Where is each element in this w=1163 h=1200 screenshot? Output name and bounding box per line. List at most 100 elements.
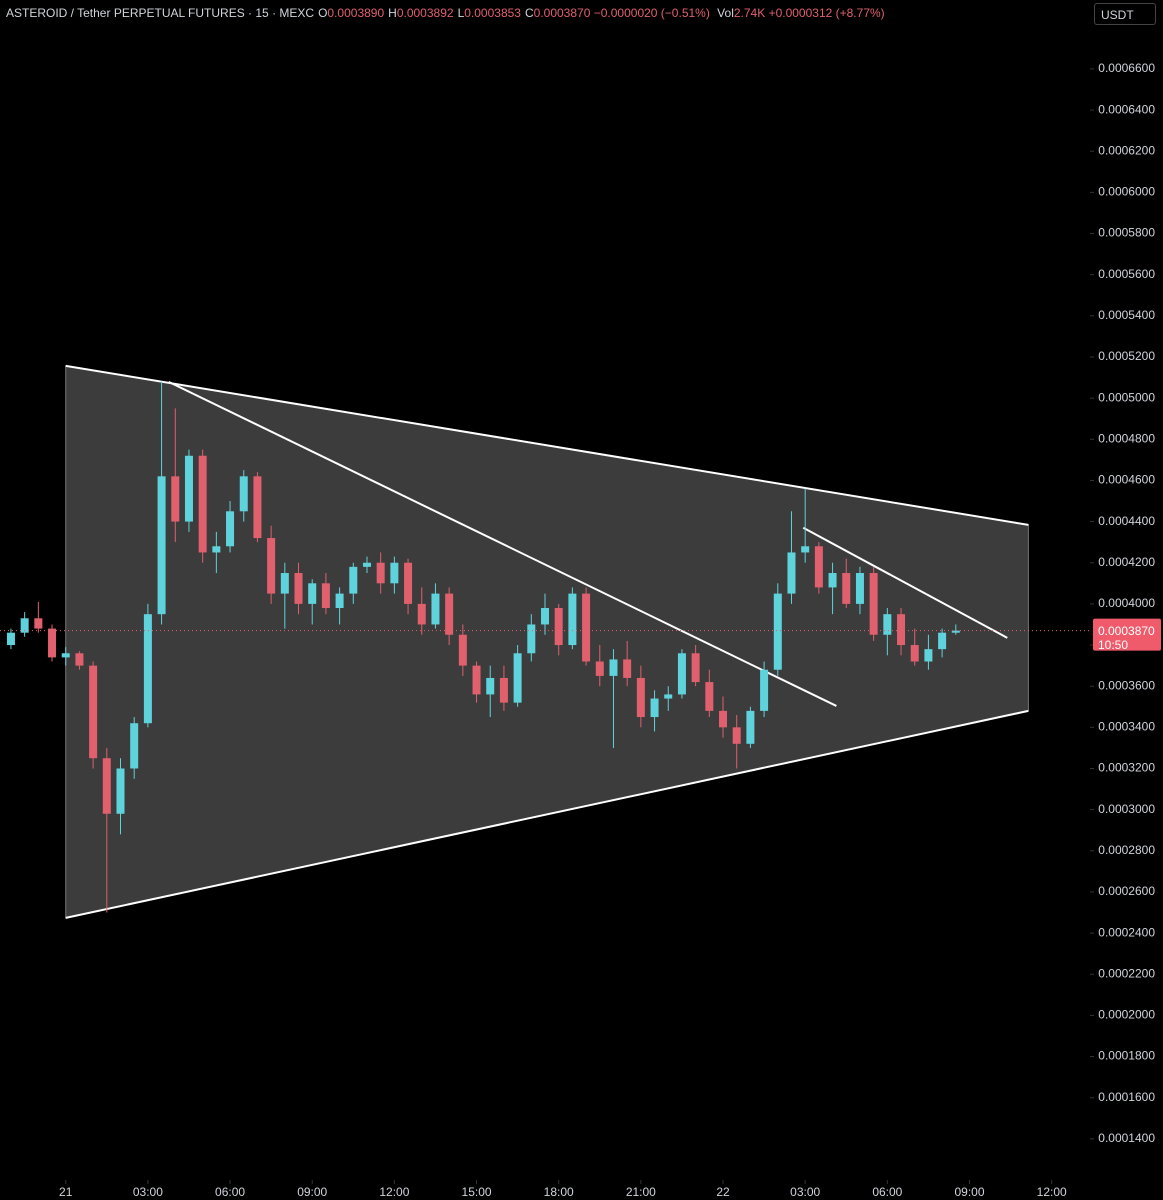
candle-body bbox=[48, 628, 57, 658]
field-value: 0.0003870 bbox=[533, 6, 591, 20]
candle-body bbox=[787, 552, 796, 594]
price-label: 0.0003870 bbox=[1098, 624, 1155, 638]
x-tick-label: 09:00 bbox=[954, 1185, 984, 1199]
y-tick-label: 0.0005800 bbox=[1098, 226, 1155, 240]
trend-line bbox=[168, 380, 837, 707]
candle-body bbox=[294, 573, 303, 604]
field-value: 0.0003853 bbox=[464, 6, 521, 20]
change: −0.0000020 (−0.51%) bbox=[593, 6, 710, 20]
candle-body bbox=[321, 583, 330, 609]
y-tick-label: 0.0002600 bbox=[1098, 884, 1155, 898]
y-tick-label: 0.0006200 bbox=[1098, 143, 1155, 157]
field-label: O bbox=[318, 6, 328, 20]
candle-body bbox=[116, 768, 125, 814]
candle-body bbox=[404, 562, 413, 604]
candle-body bbox=[801, 546, 810, 553]
x-tick-label: 09:00 bbox=[297, 1185, 327, 1199]
x-tick-label: 12:00 bbox=[379, 1185, 409, 1199]
header: ASTEROID / Tether PERPETUAL FUTURES · 15… bbox=[6, 6, 885, 20]
candle-body bbox=[226, 511, 235, 547]
y-tick-label: 0.0005600 bbox=[1098, 267, 1155, 281]
candle-body bbox=[239, 476, 248, 512]
candle-body bbox=[130, 723, 139, 769]
candle-body bbox=[897, 614, 906, 646]
y-tick-label: 0.0005400 bbox=[1098, 308, 1155, 322]
y-tick-label: 0.0002400 bbox=[1098, 925, 1155, 939]
y-tick-label: 0.0001600 bbox=[1098, 1090, 1155, 1104]
candle-body bbox=[513, 653, 522, 703]
candle-body bbox=[595, 661, 604, 676]
y-tick-label: 0.0003000 bbox=[1098, 802, 1155, 816]
candle-body bbox=[212, 546, 221, 553]
candle-body bbox=[280, 573, 289, 594]
candle-body bbox=[20, 618, 29, 633]
candle-body bbox=[198, 455, 207, 553]
candle-body bbox=[869, 573, 878, 635]
candle-body bbox=[582, 593, 591, 662]
triangle-upper bbox=[65, 364, 1029, 526]
symbol: ASTEROID / Tether PERPETUAL FUTURES · 15… bbox=[6, 6, 315, 20]
field-label: H bbox=[388, 6, 397, 20]
field-label: C bbox=[524, 6, 534, 20]
candle-body bbox=[554, 608, 563, 646]
candle-body bbox=[636, 677, 645, 718]
x-tick-label: 15:00 bbox=[462, 1185, 492, 1199]
candle-body bbox=[171, 476, 180, 522]
y-tick-label: 0.0004800 bbox=[1098, 431, 1155, 445]
candle-body bbox=[417, 603, 426, 625]
y-tick-label: 0.0004000 bbox=[1098, 596, 1155, 610]
y-tick-label: 0.0001400 bbox=[1098, 1131, 1155, 1145]
candle-body bbox=[376, 562, 385, 584]
candle-body bbox=[335, 593, 344, 609]
candle-body bbox=[568, 593, 577, 646]
candle-body bbox=[773, 593, 782, 670]
candle-body bbox=[61, 653, 70, 658]
candle-body bbox=[486, 677, 495, 695]
candle-body bbox=[705, 682, 714, 711]
y-tick-label: 0.0006000 bbox=[1098, 185, 1155, 199]
candle-body bbox=[609, 659, 618, 676]
candle-body bbox=[760, 669, 769, 711]
y-tick-label: 0.0003600 bbox=[1098, 678, 1155, 692]
x-tick-label: 12:00 bbox=[1037, 1185, 1067, 1199]
candle-body bbox=[499, 677, 508, 703]
vol-change: +0.0000312 (+8.77%) bbox=[768, 6, 885, 20]
candle-body bbox=[89, 665, 98, 759]
triangle-lower bbox=[65, 709, 1029, 919]
y-tick-label: 0.0002800 bbox=[1098, 843, 1155, 857]
x-tick-label: 03:00 bbox=[133, 1185, 163, 1199]
x-tick-label: 21 bbox=[59, 1185, 73, 1199]
x-tick-label: 06:00 bbox=[872, 1185, 902, 1199]
candle-body bbox=[157, 476, 166, 615]
candle-body bbox=[541, 608, 549, 625]
y-tick-label: 0.0001800 bbox=[1098, 1049, 1155, 1063]
y-tick-label: 0.0005200 bbox=[1098, 349, 1155, 363]
triangle-area bbox=[65, 365, 1029, 919]
candle-body bbox=[362, 562, 371, 567]
field-value: 0.0003890 bbox=[327, 6, 385, 20]
y-tick-label: 0.0006400 bbox=[1098, 102, 1155, 116]
candle-body bbox=[842, 573, 851, 604]
price-label-box bbox=[1093, 618, 1161, 651]
candle-body bbox=[746, 710, 755, 744]
candle-body bbox=[924, 649, 933, 662]
candle-body bbox=[677, 653, 686, 695]
field-value: 0.0003892 bbox=[396, 6, 454, 20]
candle-body bbox=[253, 476, 262, 539]
currency-button[interactable]: USDT bbox=[1094, 3, 1156, 25]
x-tick-label: 18:00 bbox=[544, 1185, 574, 1199]
candle-body bbox=[732, 727, 741, 744]
y-tick-label: 0.0002200 bbox=[1098, 966, 1155, 980]
y-tick-label: 0.0004400 bbox=[1098, 514, 1155, 528]
y-tick-label: 0.0005000 bbox=[1098, 390, 1155, 404]
candle-body bbox=[472, 665, 481, 695]
y-tick-label: 0.0004200 bbox=[1098, 555, 1155, 569]
y-tick-label: 0.0006600 bbox=[1098, 61, 1155, 75]
vol: 2.74K bbox=[733, 6, 766, 20]
x-tick-label: 21:00 bbox=[626, 1185, 656, 1199]
candle-body bbox=[719, 710, 728, 728]
y-tick-label: 0.0004600 bbox=[1098, 473, 1155, 487]
candle-body bbox=[951, 630, 960, 633]
